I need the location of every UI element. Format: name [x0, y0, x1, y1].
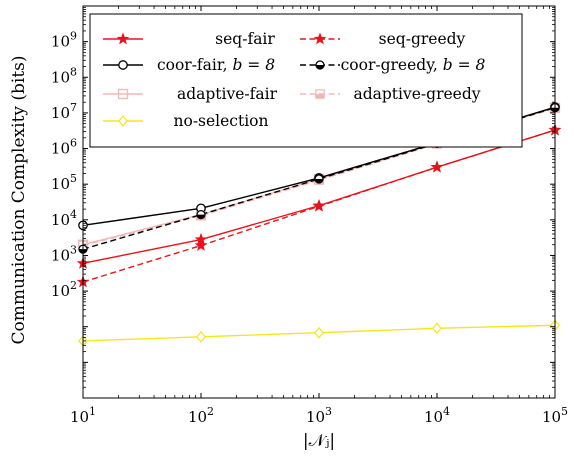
legend-label: adaptive-greedy — [353, 85, 480, 103]
y-tick-label: 109 — [51, 30, 77, 51]
diamond-marker — [118, 115, 128, 127]
series-seq-greedy — [76, 123, 562, 288]
circle-marker — [118, 60, 128, 70]
star-marker — [194, 238, 208, 251]
legend-entry: coor-greedy, b = 8 — [300, 56, 486, 74]
legend-entry: adaptive-greedy — [300, 85, 481, 103]
x-tick-label: 101 — [70, 405, 96, 426]
series-line — [82, 129, 556, 265]
legend-entry: adaptive-fair — [103, 85, 278, 103]
y-tick-label: 105 — [51, 172, 77, 193]
half-circle-fill — [197, 214, 205, 219]
half-circle-fill — [315, 178, 323, 183]
half-square-fill — [315, 94, 325, 99]
diamond-marker — [314, 326, 324, 339]
y-tick-label: 103 — [51, 243, 77, 264]
legend-label: seq-greedy — [379, 30, 466, 48]
legend-label: no-selection — [174, 112, 269, 130]
legend-entry: seq-fair — [103, 30, 275, 48]
y-tick-label: 108 — [51, 65, 77, 86]
legend: seq-fair seq-greedy coor-fair, b = 8 coor-g… — [89, 13, 523, 148]
legend-label: coor-fair, b = 8 — [157, 56, 275, 74]
x-tick-label: 105 — [542, 405, 568, 426]
y-tick-label: 107 — [51, 101, 77, 122]
diamond-marker — [432, 322, 442, 335]
y-tick-label: 104 — [51, 208, 77, 229]
series-no-selection — [78, 319, 560, 347]
y-tick-label: 106 — [51, 137, 77, 158]
y-tick-label: 102 — [51, 279, 77, 300]
ticks-layer: 101 102 103 104 105 102 103 104 105 106 107 108 109 — [51, 6, 568, 426]
x-tick-label: 102 — [188, 405, 214, 426]
star-marker — [313, 32, 327, 45]
y-axis-title: Communication Complexity (bits) — [9, 55, 29, 344]
legend-entry: coor-fair, b = 8 — [103, 56, 275, 74]
diamond-marker — [196, 330, 206, 343]
star-marker — [312, 199, 326, 212]
legend-label: seq-fair — [215, 30, 275, 48]
half-circle-fill — [316, 65, 324, 69]
legend-entry: seq-greedy — [300, 30, 466, 48]
square-marker — [117, 88, 129, 100]
star-marker — [116, 32, 130, 45]
x-axis-title: |𝒩ⱼ| — [303, 431, 335, 451]
legend-label: coor-greedy, b = 8 — [341, 56, 486, 74]
legend-box — [89, 13, 523, 148]
x-tick-label: 104 — [424, 405, 450, 426]
x-tick-label: 103 — [306, 405, 332, 426]
legend-entry: no-selection — [103, 112, 269, 130]
legend-label: adaptive-fair — [177, 85, 278, 103]
star-marker — [430, 160, 444, 173]
